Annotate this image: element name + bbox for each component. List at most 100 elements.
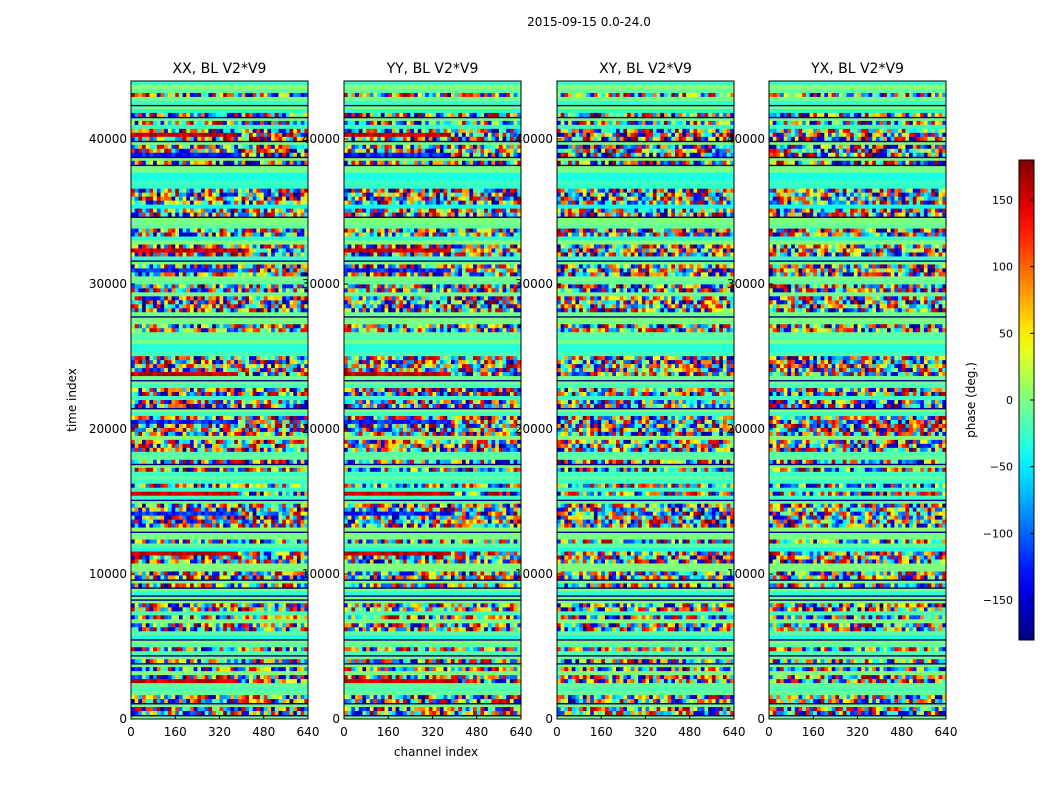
- heatmap-cell: [164, 483, 169, 489]
- heatmap-cell: [237, 304, 242, 309]
- heatmap-cell: [465, 92, 470, 98]
- heatmap-cell: [395, 228, 400, 233]
- heatmap-cell: [175, 467, 180, 473]
- heatmap-cell: [178, 431, 183, 437]
- heatmap-cell: [263, 248, 268, 253]
- heatmap-cell: [237, 248, 242, 253]
- heatmap-cell: [347, 188, 352, 193]
- heatmap-cell: [156, 695, 161, 700]
- heatmap-cell: [156, 296, 161, 301]
- heatmap-cell: [208, 571, 213, 576]
- heatmap-cell: [252, 128, 257, 134]
- heatmap-cell: [237, 571, 242, 576]
- heatmap-cell: [197, 675, 202, 680]
- heatmap-cell: [164, 575, 169, 580]
- heatmap-cell: [252, 264, 257, 269]
- heatmap-cell: [300, 503, 305, 508]
- heatmap-cell: [241, 356, 246, 361]
- heatmap-cell: [300, 200, 305, 205]
- heatmap-cell: [395, 208, 400, 213]
- heatmap-cell: [175, 232, 180, 237]
- heatmap-cell: [282, 372, 287, 377]
- heatmap-cell: [208, 272, 213, 277]
- heatmap-cell: [204, 679, 209, 684]
- heatmap-cell: [212, 539, 217, 544]
- heatmap-cell: [358, 152, 363, 158]
- heatmap-cell: [293, 232, 298, 237]
- heatmap-cell: [285, 623, 290, 628]
- heatmap-cell: [377, 212, 382, 217]
- heatmap-cell: [384, 196, 389, 201]
- heatmap-cell: [212, 675, 217, 680]
- heatmap-cell: [347, 92, 352, 98]
- heatmap-cell: [226, 403, 231, 409]
- heatmap-cell: [208, 128, 213, 134]
- heatmap-cell: [153, 324, 158, 329]
- heatmap-cell: [425, 200, 430, 205]
- heatmap-cell: [355, 208, 360, 213]
- heatmap-cell: [178, 503, 183, 508]
- heatmap-cell: [197, 483, 202, 489]
- heatmap-cell: [226, 232, 231, 237]
- heatmap-cell: [249, 515, 253, 520]
- heatmap-cell: [149, 368, 154, 373]
- heatmap-cell: [204, 403, 209, 409]
- heatmap-cell: [263, 132, 268, 138]
- heatmap-cell: [369, 212, 374, 217]
- heatmap-cell: [190, 427, 194, 433]
- heatmap-cell: [167, 467, 172, 473]
- heatmap-cell: [175, 699, 180, 704]
- heatmap-cell: [219, 368, 224, 373]
- heatmap-cell: [142, 228, 147, 233]
- heatmap-cell: [304, 659, 309, 664]
- heatmap-cell: [278, 515, 283, 520]
- heatmap-cell: [484, 136, 489, 142]
- heatmap-cell: [256, 284, 261, 289]
- heatmap-cell: [204, 511, 209, 516]
- heatmap-cell: [186, 244, 191, 249]
- heatmap-cell: [197, 128, 202, 134]
- heatmap-cell: [178, 300, 183, 305]
- heatmap-cell: [450, 132, 455, 138]
- heatmap-cell: [373, 200, 378, 205]
- heatmap-cell: [362, 148, 367, 154]
- heatmap-cell: [134, 439, 139, 445]
- heatmap-cell: [131, 324, 135, 329]
- heatmap-cell: [513, 192, 518, 197]
- heatmap-cell: [156, 503, 161, 508]
- heatmap-cell: [149, 515, 154, 520]
- heatmap-cell: [237, 356, 242, 361]
- heatmap-cell: [245, 523, 250, 528]
- heatmap-cell: [223, 627, 228, 632]
- heatmap-cell: [149, 459, 154, 465]
- heatmap-cell: [160, 443, 165, 449]
- heatmap-cell: [391, 252, 396, 257]
- heatmap-cell: [439, 248, 444, 253]
- heatmap-cell: [212, 136, 217, 142]
- heatmap-cell: [167, 415, 172, 421]
- heatmap-cell: [425, 148, 430, 154]
- heatmap-cell: [252, 555, 257, 560]
- heatmap-cell: [212, 439, 217, 445]
- heatmap-cell: [344, 264, 348, 269]
- heatmap-row: [344, 216, 521, 218]
- heatmap-cell: [289, 388, 294, 393]
- heatmap-cell: [267, 507, 272, 512]
- heatmap-cell: [190, 627, 194, 632]
- heatmap-cell: [241, 92, 246, 98]
- heatmap-cell: [278, 559, 283, 564]
- heatmap-cell: [293, 244, 298, 249]
- heatmap-cell: [138, 248, 143, 253]
- heatmap-cell: [134, 196, 139, 201]
- heatmap-cell: [175, 188, 180, 193]
- heatmap-cell: [260, 483, 265, 489]
- heatmap-cell: [252, 228, 257, 233]
- heatmap-cell: [249, 699, 253, 704]
- heatmap-cell: [134, 603, 139, 608]
- heatmap-cell: [267, 551, 272, 556]
- heatmap-cell: [289, 112, 294, 118]
- heatmap-cell: [289, 392, 294, 397]
- heatmap-cell: [513, 244, 518, 249]
- heatmap-cell: [384, 232, 389, 237]
- heatmap-cell: [278, 360, 283, 365]
